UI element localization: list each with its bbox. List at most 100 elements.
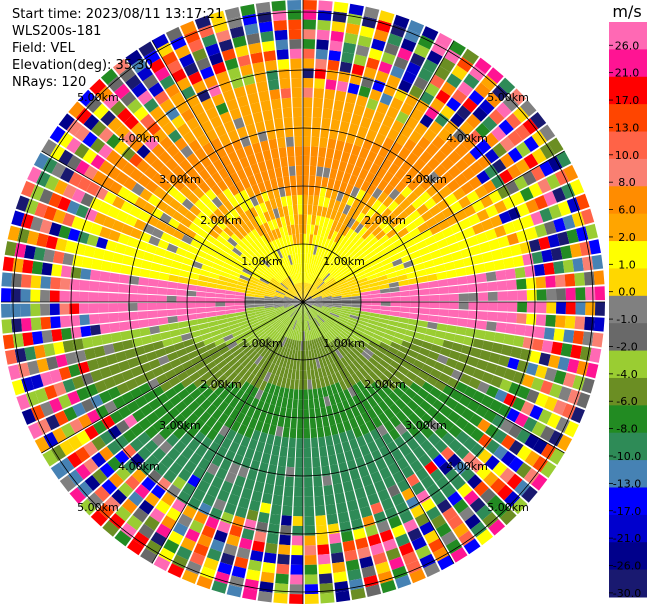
range-bin	[407, 349, 419, 359]
range-bin	[303, 295, 311, 302]
range-bin	[320, 324, 328, 334]
range-bin	[460, 467, 476, 482]
range-bin	[424, 197, 437, 210]
range-bin	[503, 368, 517, 381]
range-bin	[362, 364, 372, 374]
range-bin	[562, 214, 576, 230]
range-bin	[521, 485, 538, 503]
range-bin	[347, 278, 358, 285]
range-bin	[328, 315, 338, 322]
range-bin	[425, 266, 437, 275]
range-bin	[372, 262, 383, 270]
range-bin	[303, 302, 313, 305]
range-bin	[564, 315, 576, 329]
range-bin	[371, 38, 386, 52]
range-bin	[428, 315, 439, 323]
range-bin	[394, 332, 405, 340]
range-bin	[591, 254, 604, 270]
range-bin	[312, 299, 323, 302]
range-bin	[355, 236, 365, 247]
range-bin	[426, 406, 440, 419]
range-bin	[503, 393, 517, 407]
range-bin	[356, 189, 366, 201]
range-bin	[418, 282, 429, 290]
range-bin	[450, 222, 463, 234]
range-bin	[506, 473, 523, 490]
range-bin	[309, 274, 314, 284]
range-bin	[517, 290, 528, 301]
range-bin	[374, 266, 385, 274]
range-bin	[514, 124, 531, 141]
range-bin	[323, 274, 332, 283]
range-bin	[591, 332, 604, 348]
range-bin	[410, 302, 420, 308]
range-bin	[505, 323, 517, 335]
range-bin	[474, 82, 491, 99]
range-bin	[316, 315, 324, 324]
range-bin	[337, 279, 348, 286]
range-bin	[307, 204, 313, 215]
range-bin	[380, 292, 391, 298]
range-bin	[325, 207, 333, 219]
range-bin	[389, 217, 401, 228]
range-bin	[381, 239, 393, 249]
range-bin	[356, 322, 367, 330]
range-bin	[354, 223, 364, 234]
range-bin	[413, 158, 426, 171]
range-bin	[469, 413, 483, 427]
range-bin	[346, 256, 356, 265]
range-bin	[410, 295, 420, 302]
range-bin	[333, 271, 343, 279]
range-bin	[378, 412, 389, 425]
range-bin	[316, 39, 329, 50]
range-bin	[360, 243, 371, 253]
range-bin	[350, 286, 361, 292]
range-bin	[315, 176, 323, 187]
range-bin	[338, 282, 349, 288]
range-bin	[426, 375, 438, 387]
range-bin	[330, 220, 339, 231]
range-bin	[383, 262, 394, 271]
range-bin	[331, 339, 340, 350]
range-bin	[376, 167, 388, 179]
range-bin	[452, 128, 468, 143]
range-bin	[400, 254, 412, 263]
range-bin	[348, 244, 358, 254]
range-bin	[432, 256, 444, 266]
range-bin	[322, 248, 330, 259]
range-bin	[313, 195, 320, 206]
range-bin	[324, 157, 333, 169]
range-bin	[534, 326, 546, 339]
range-bin	[328, 198, 336, 210]
range-bin	[445, 269, 457, 279]
range-bin	[341, 330, 351, 339]
range-bin	[383, 183, 395, 196]
range-bin	[303, 58, 315, 69]
colorbar-tick-label: -10.0	[613, 450, 641, 463]
range-bin	[485, 424, 500, 439]
range-bin	[378, 279, 389, 286]
range-bin	[472, 368, 485, 381]
range-bin	[383, 83, 397, 97]
range-bin	[388, 175, 401, 188]
range-bin	[353, 328, 364, 336]
range-bin	[430, 468, 445, 483]
range-bin	[492, 461, 508, 477]
range-bin	[529, 350, 542, 364]
range-bin	[453, 259, 465, 269]
range-bin	[375, 326, 387, 333]
range-bin	[342, 328, 353, 337]
range-bin	[418, 314, 429, 322]
range-bin	[536, 289, 547, 301]
range-bin	[440, 157, 455, 171]
range-bin	[303, 302, 311, 309]
range-bin	[353, 54, 368, 67]
range-bin	[382, 171, 394, 184]
range-bin	[520, 99, 537, 117]
range-bin	[382, 137, 395, 150]
range-bin	[303, 292, 306, 302]
range-bin	[360, 215, 370, 226]
range-bin	[407, 20, 425, 35]
range-bin	[321, 292, 332, 297]
range-bin	[507, 164, 522, 179]
